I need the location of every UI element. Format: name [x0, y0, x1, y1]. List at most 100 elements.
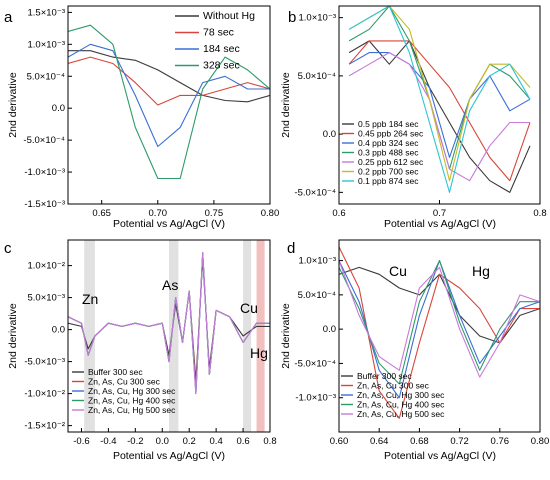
legend-entry: 184 sec — [203, 43, 240, 55]
series-line-a-1 — [68, 56, 270, 106]
y-tick-label: 5.0×10⁻⁴ — [298, 71, 336, 82]
y-tick-label: -1.0×10⁻³ — [295, 393, 336, 404]
shaded-region-zn — [84, 240, 95, 432]
x-tick-label: 0.7 — [433, 208, 446, 219]
legend-entry: 0.5 ppb 184 sec — [358, 119, 419, 129]
legend-entry: Zn, As, Cu, Hg 500 sec — [88, 405, 176, 415]
x-axis-label: Potential vs Ag/AgCl (V) — [113, 218, 225, 230]
x-tick-label: 0.80 — [261, 208, 280, 219]
y-tick-label: 1.0×10⁻³ — [28, 39, 66, 50]
y-tick-label: 0.0 — [52, 325, 65, 336]
annotation-cu: Cu — [389, 263, 407, 279]
x-tick-label: 0.60 — [330, 436, 349, 447]
chart-panel-c: -0.6 -0.4 -0.2 0.0 0.2 0.4 0.6 0.8 -1.5×10⁻² -1.0… — [4, 239, 277, 462]
x-tick-label: 0.64 — [370, 436, 389, 447]
y-tick-label: -1.0×10⁻³ — [24, 167, 65, 178]
series-line-b-2 — [348, 52, 531, 158]
series-line-b-6 — [348, 6, 531, 193]
x-tick-label: 0.8 — [263, 436, 276, 447]
x-tick-label: -0.2 — [127, 436, 143, 447]
x-tick-label: -0.4 — [100, 436, 116, 447]
x-axis-label: Potential vs Ag/AgCl (V) — [113, 450, 225, 462]
series-line-c-4 — [68, 252, 270, 395]
x-axis-label: Potential vs Ag/AgCl (V) — [384, 450, 496, 462]
legend-entry: Zn, As, Cu 300 sec — [357, 381, 430, 391]
y-tick-label: -5.0×10⁻⁴ — [294, 187, 336, 198]
panel-letter: d — [287, 240, 295, 257]
chart-panel-a: 0.65 0.70 0.75 0.80 -1.5×10⁻³ -1.0×10⁻³ -5.0×1… — [4, 5, 280, 230]
y-tick-label: -1.5×10⁻³ — [24, 199, 65, 210]
legend-entry: 78 sec — [203, 27, 234, 39]
y-tick-label: 5.0×10⁻³ — [28, 293, 66, 304]
x-tick-label: 0.76 — [491, 436, 510, 447]
legend-entry: 0.1 ppb 874 sec — [358, 176, 419, 186]
panel-letter: b — [288, 9, 296, 26]
y-tick-label: -5.0×10⁻⁴ — [294, 358, 336, 369]
legend: Without Hg 78 sec 184 sec 328 sec — [175, 10, 255, 72]
legend-entry: Zn, As, Cu, Hg 300 sec — [357, 390, 445, 400]
series-line-d-4 — [339, 260, 540, 378]
y-tick-label: 1.5×10⁻³ — [28, 7, 66, 18]
series-line-d-0 — [339, 266, 540, 344]
y-tick-label: 1.0×10⁻³ — [299, 13, 337, 24]
x-tick-label: -0.6 — [73, 436, 89, 447]
legend-entry: 0.2 ppb 700 sec — [358, 167, 419, 177]
series-line-d-3 — [339, 260, 540, 385]
chart-panel-b: 0.6 0.7 0.8 -5.0×10⁻⁴ 0.0 5.0×10⁻⁴ 1.0×10⁻³ Pot… — [280, 5, 547, 230]
series-line-a-2 — [68, 43, 270, 148]
x-tick-label: 0.8 — [533, 208, 546, 219]
x-tick-label: 0.2 — [183, 436, 196, 447]
y-axis-label: 2nd derivative — [7, 72, 19, 138]
x-tick-label: 0.65 — [92, 208, 111, 219]
legend-entry: Zn, As, Cu, Hg 400 sec — [88, 396, 176, 406]
series-line-a-3 — [68, 24, 270, 180]
annotation-as: As — [162, 277, 178, 293]
panel-letter: c — [4, 240, 12, 257]
legend-entry: Buffer 300 sec — [357, 371, 412, 381]
y-tick-label: 5.0×10⁻⁴ — [298, 290, 336, 301]
y-tick-label: -5.0×10⁻⁴ — [23, 135, 65, 146]
legend-entry: 0.25 ppb 612 sec — [358, 157, 424, 167]
y-tick-label: -5.0×10⁻³ — [24, 357, 65, 368]
x-axis-label: Potential vs Ag/AgCl (V) — [384, 218, 496, 230]
x-tick-label: 0.4 — [210, 436, 223, 447]
panel-letter: a — [4, 9, 13, 26]
series-line-d-1 — [339, 246, 540, 419]
x-tick-label: 0.72 — [450, 436, 469, 447]
y-tick-label: -1.5×10⁻² — [24, 421, 65, 432]
annotation-hg: Hg — [472, 263, 490, 279]
legend-entry: 0.45 ppb 264 sec — [358, 129, 424, 139]
legend-entry: Buffer 300 sec — [88, 367, 143, 377]
legend-entry: 0.4 ppb 324 sec — [358, 138, 419, 148]
legend-entry: Zn, As, Cu, Hg 400 sec — [357, 400, 445, 410]
series-line-a-0 — [68, 50, 270, 103]
y-tick-label: 1.0×10⁻³ — [299, 256, 337, 267]
shaded-region-as — [169, 240, 179, 432]
plot-frame — [67, 239, 271, 433]
legend-entry: 0.3 ppb 488 sec — [358, 148, 419, 158]
y-axis-label: 2nd derivative — [7, 303, 19, 369]
legend-entry: 328 sec — [203, 60, 240, 72]
y-axis-label: 2nd derivative — [280, 303, 292, 369]
y-tick-label: -1.0×10⁻² — [24, 389, 65, 400]
chart-panel-d: 0.60 0.64 0.68 0.72 0.76 0.80 -1.0×10⁻³ -5.0×10… — [280, 239, 550, 462]
legend-entry: Zn, As, Cu 300 sec — [88, 377, 161, 387]
series-line-b-1 — [348, 40, 531, 182]
y-tick-label: 5.0×10⁻⁴ — [27, 71, 65, 82]
x-tick-label: 0.80 — [531, 436, 550, 447]
y-tick-label: 1.0×10⁻² — [28, 261, 66, 272]
x-tick-label: 0.68 — [410, 436, 429, 447]
annotation-zn: Zn — [82, 291, 98, 307]
y-tick-label: 0.0 — [52, 103, 65, 114]
legend-entry: Zn, As, Cu, Hg 300 sec — [88, 386, 176, 396]
annotation-hg: Hg — [250, 345, 268, 361]
y-tick-label: 0.0 — [323, 324, 336, 335]
plot-frame — [67, 5, 271, 205]
x-tick-label: 0.6 — [332, 208, 345, 219]
x-tick-label: 0.75 — [205, 208, 224, 219]
y-tick-label: 0.0 — [323, 129, 336, 140]
